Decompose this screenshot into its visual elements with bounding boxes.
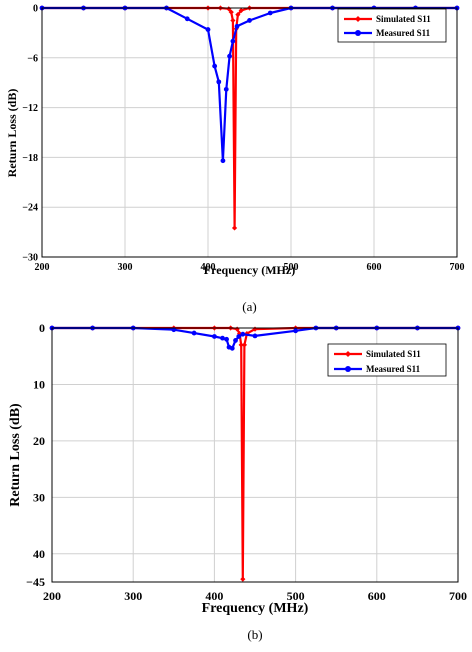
measured-point	[216, 79, 222, 85]
simulated-point	[238, 7, 244, 14]
x-tick-label: 600	[368, 589, 386, 603]
y-tick-label: 30	[33, 491, 45, 505]
legend-entry-simulated: Simulated S11	[376, 14, 431, 24]
x-tick-label: 700	[450, 262, 465, 273]
measured-point	[224, 336, 229, 342]
y-tick-label: −45	[26, 575, 45, 589]
y-tick-label: 0	[39, 321, 45, 335]
y-tick-label: 40	[33, 547, 45, 561]
measured-point	[229, 345, 235, 351]
x-tick-label: 200	[43, 589, 61, 603]
simulated-point	[228, 9, 234, 15]
simulated-point	[238, 342, 244, 348]
y-tick-label: −12	[22, 103, 38, 114]
plot-frame	[51, 327, 459, 583]
x-tick-label: 600	[367, 262, 382, 273]
plot-frame	[41, 7, 458, 258]
legend-entry-measured: Measured S11	[366, 364, 421, 374]
measured-point	[220, 335, 225, 341]
legend-entry-measured: Measured S11	[376, 28, 431, 38]
y-tick-label: −18	[22, 153, 38, 164]
y-tick-label: 0	[33, 4, 38, 15]
simulated-point	[236, 331, 243, 337]
simulated-point	[244, 331, 250, 337]
measured-point	[252, 333, 258, 339]
plot-area	[42, 8, 457, 257]
measured-point	[247, 18, 252, 23]
x-tick-label: 400	[205, 589, 223, 603]
measured-point	[227, 53, 232, 59]
y-tick-label: −30	[22, 253, 38, 264]
simulated-point	[231, 225, 238, 231]
measured-point	[240, 331, 246, 337]
legend-box	[337, 8, 447, 43]
simulated-point	[235, 12, 241, 18]
legend-swatch-marker	[355, 30, 361, 36]
x-tick-label: 700	[449, 589, 467, 603]
legend-swatch-marker	[345, 366, 351, 372]
measured-point	[293, 328, 298, 334]
figure-caption: (b)	[247, 627, 262, 642]
x-tick-label: 400	[201, 262, 216, 273]
x-tick-label: 500	[284, 262, 299, 273]
chart-panel-a: 200 300 400 500 600 700 0 −6 −12 −18 −24 −30 Frequen…	[5, 4, 464, 315]
measured-point	[184, 16, 190, 22]
legend-swatch-marker	[345, 351, 351, 357]
y-tick-label: 10	[33, 378, 45, 392]
legend-entry-simulated: Simulated S11	[366, 349, 421, 359]
legend: Simulated S11 Measured S11	[327, 343, 447, 377]
measured-point	[191, 330, 197, 336]
measured-point	[212, 334, 217, 339]
simulated-point	[241, 342, 248, 348]
measured-point	[267, 10, 273, 16]
measured-point	[230, 38, 236, 44]
x-tick-label: 300	[124, 589, 142, 603]
x-axis-label: Frequency (MHz)	[204, 263, 295, 277]
legend: Simulated S11 Measured S11	[337, 8, 447, 43]
chart-panel-b: 200 300 400 500 600 700 0 10 20 30 40 −45 Frequency …	[8, 321, 467, 642]
measured-point	[233, 338, 238, 343]
measured-point	[236, 334, 242, 339]
measured-point	[205, 27, 211, 32]
y-axis-label: Return Loss (dB)	[5, 89, 19, 178]
x-tick-label: 300	[118, 262, 133, 273]
y-axis-label: Return Loss (dB)	[8, 403, 23, 507]
y-tick-label: −24	[22, 203, 38, 214]
y-tick-label: 20	[33, 434, 45, 448]
measured-point	[220, 158, 226, 164]
x-axis-label: Frequency (MHz)	[202, 601, 309, 616]
simulated-point	[230, 17, 236, 24]
figure-caption: (a)	[242, 299, 256, 314]
simulated-point	[240, 576, 246, 582]
x-tick-label: 500	[287, 589, 305, 603]
y-tick-label: −6	[27, 53, 38, 64]
measured-point	[223, 86, 229, 92]
legend-swatch-marker	[355, 16, 361, 22]
x-tick-label: 200	[35, 262, 50, 273]
measured-point	[212, 63, 218, 69]
measured-point	[234, 23, 240, 29]
